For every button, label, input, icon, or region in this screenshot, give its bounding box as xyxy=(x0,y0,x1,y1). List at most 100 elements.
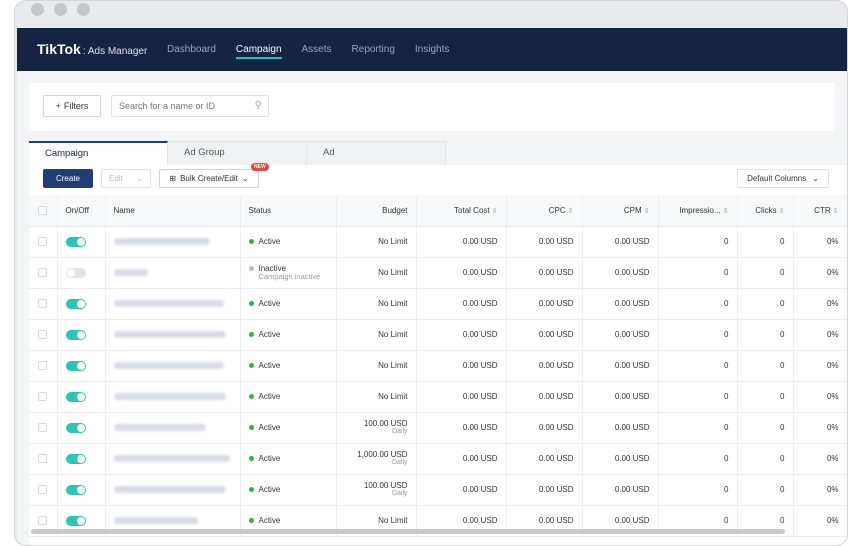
campaign-name-blurred[interactable] xyxy=(113,517,198,525)
default-columns-dropdown[interactable]: Default Columns ⌄ xyxy=(737,169,829,188)
row-checkbox[interactable] xyxy=(38,392,48,402)
status-dot-icon xyxy=(248,301,254,307)
cpc-cell: 0.00 USD xyxy=(506,412,583,444)
toggle-knob xyxy=(76,361,85,370)
nav-dashboard[interactable]: Dashboard xyxy=(167,44,216,55)
create-button[interactable]: Create xyxy=(43,169,93,188)
maximize-dot-icon[interactable] xyxy=(77,3,90,16)
total-cost-cell: 0.00 USD xyxy=(416,443,507,475)
sort-icon[interactable]: ⇕ xyxy=(832,207,839,215)
table-row[interactable]: Active 100.00 USD Daily 0.00 USD 0.00 USD… xyxy=(29,474,847,506)
name-cell[interactable] xyxy=(105,257,241,289)
name-cell[interactable] xyxy=(105,319,241,351)
tab-ad[interactable]: Ad xyxy=(307,141,446,165)
table-row[interactable]: Active No Limit 0.00 USD 0.00 USD 0.00 U… xyxy=(29,319,847,351)
name-cell[interactable] xyxy=(105,443,241,475)
toggle-cell xyxy=(57,474,106,506)
name-cell[interactable] xyxy=(105,474,241,506)
table-row[interactable]: Active No Limit 0.00 USD 0.00 USD 0.00 U… xyxy=(29,350,847,382)
table-row[interactable]: Active No Limit 0.00 USD 0.00 USD 0.00 U… xyxy=(29,288,847,320)
budget-value: No Limit xyxy=(378,299,408,308)
status-cell: Active xyxy=(240,474,337,506)
on-off-toggle[interactable] xyxy=(65,329,86,340)
table-row[interactable]: Active 1,000.00 USD Daily 0.00 USD 0.00 U… xyxy=(29,443,847,475)
tab-campaign[interactable]: Campaign xyxy=(29,141,168,165)
campaign-name-blurred[interactable] xyxy=(113,362,224,370)
budget-cell: No Limit xyxy=(336,226,417,258)
name-cell[interactable] xyxy=(105,381,241,413)
logo-subtitle: : Ads Manager xyxy=(82,46,148,57)
search-input[interactable] xyxy=(112,96,242,116)
row-checkbox[interactable] xyxy=(38,516,48,526)
row-checkbox[interactable] xyxy=(38,361,48,371)
table-row[interactable]: Active 100.00 USD Daily 0.00 USD 0.00 USD… xyxy=(29,412,847,444)
nav-assets[interactable]: Assets xyxy=(301,44,332,55)
status-cell: Active xyxy=(240,350,337,382)
on-off-toggle[interactable] xyxy=(65,515,86,526)
on-off-toggle[interactable] xyxy=(65,484,86,495)
row-checkbox[interactable] xyxy=(38,237,48,247)
budget-value: No Limit xyxy=(378,268,408,277)
search-icon[interactable]: ⚲ xyxy=(254,100,262,111)
sort-icon[interactable]: ⇕ xyxy=(778,207,785,215)
on-off-toggle[interactable] xyxy=(65,391,86,402)
table-row[interactable]: Active No Limit 0.00 USD 0.00 USD 0.00 U… xyxy=(29,226,847,258)
row-checkbox[interactable] xyxy=(38,268,48,278)
edit-dropdown[interactable]: Edit ⌄ xyxy=(101,169,151,188)
tiktok-logo[interactable]: TikTok: Ads Manager xyxy=(37,41,147,57)
row-checkbox[interactable] xyxy=(38,330,48,340)
row-checkbox[interactable] xyxy=(38,299,48,309)
select-all-checkbox[interactable] xyxy=(38,205,48,215)
budget-cell: 100.00 USD Daily xyxy=(336,474,417,506)
status-text: Active xyxy=(258,485,281,494)
col-cpc[interactable]: CPC ⇕ xyxy=(506,195,583,227)
row-checkbox[interactable] xyxy=(38,485,48,495)
campaign-name-blurred[interactable] xyxy=(113,424,206,432)
campaign-name-blurred[interactable] xyxy=(113,393,226,401)
tab-ad-group[interactable]: Ad Group xyxy=(168,141,307,165)
col-impressions[interactable]: Impressio... ⇕ xyxy=(658,195,738,227)
col-cpm[interactable]: CPM ⇕ xyxy=(582,195,659,227)
on-off-toggle[interactable] xyxy=(65,236,86,247)
campaign-name-blurred[interactable] xyxy=(113,455,230,463)
nav-reporting[interactable]: Reporting xyxy=(351,44,395,55)
horizontal-scrollbar[interactable] xyxy=(31,529,785,534)
table-row[interactable]: Inactive Campaign inactive No Limit 0.00 … xyxy=(29,257,847,289)
toggle-knob xyxy=(76,485,85,494)
row-select-cell xyxy=(29,443,58,475)
nav-insights[interactable]: Insights xyxy=(414,44,450,55)
on-off-toggle[interactable] xyxy=(65,360,86,371)
campaign-name-blurred[interactable] xyxy=(113,486,226,494)
nav-campaign[interactable]: Campaign xyxy=(235,28,282,71)
bulk-create-edit-button[interactable]: ⊞ Bulk Create/Edit ⌄ xyxy=(159,169,259,188)
cpc-cell: 0.00 USD xyxy=(506,443,583,475)
campaign-name-blurred[interactable] xyxy=(113,269,148,277)
on-off-toggle[interactable] xyxy=(65,267,86,278)
campaign-name-blurred[interactable] xyxy=(113,238,210,246)
table-row[interactable]: Active No Limit 0.00 USD 0.00 USD 0.00 U… xyxy=(29,381,847,413)
sort-icon[interactable]: ⇕ xyxy=(567,207,574,215)
name-cell[interactable] xyxy=(105,412,241,444)
col-budget: Budget xyxy=(336,195,417,227)
col-total-cost[interactable]: Total Cost ⇕ xyxy=(416,195,507,227)
sort-icon[interactable]: ⇕ xyxy=(722,207,729,215)
on-off-toggle[interactable] xyxy=(65,453,86,464)
on-off-toggle[interactable] xyxy=(65,298,86,309)
close-dot-icon[interactable] xyxy=(31,3,44,16)
sort-icon[interactable]: ⇕ xyxy=(643,207,650,215)
col-clicks[interactable]: Clicks ⇕ xyxy=(737,195,794,227)
col-ctr[interactable]: CTR ⇕ xyxy=(793,195,847,227)
filters-button[interactable]: + Filters xyxy=(43,95,101,117)
row-checkbox[interactable] xyxy=(38,423,48,433)
campaign-name-blurred[interactable] xyxy=(113,331,226,339)
name-cell[interactable] xyxy=(105,226,241,258)
search-box[interactable]: ⚲ xyxy=(111,95,269,117)
row-checkbox[interactable] xyxy=(38,454,48,464)
minimize-dot-icon[interactable] xyxy=(54,3,67,16)
campaign-name-blurred[interactable] xyxy=(113,300,224,308)
on-off-toggle[interactable] xyxy=(65,422,86,433)
sort-icon[interactable]: ⇕ xyxy=(491,207,498,215)
name-cell[interactable] xyxy=(105,288,241,320)
toggle-knob xyxy=(76,392,85,401)
name-cell[interactable] xyxy=(105,350,241,382)
